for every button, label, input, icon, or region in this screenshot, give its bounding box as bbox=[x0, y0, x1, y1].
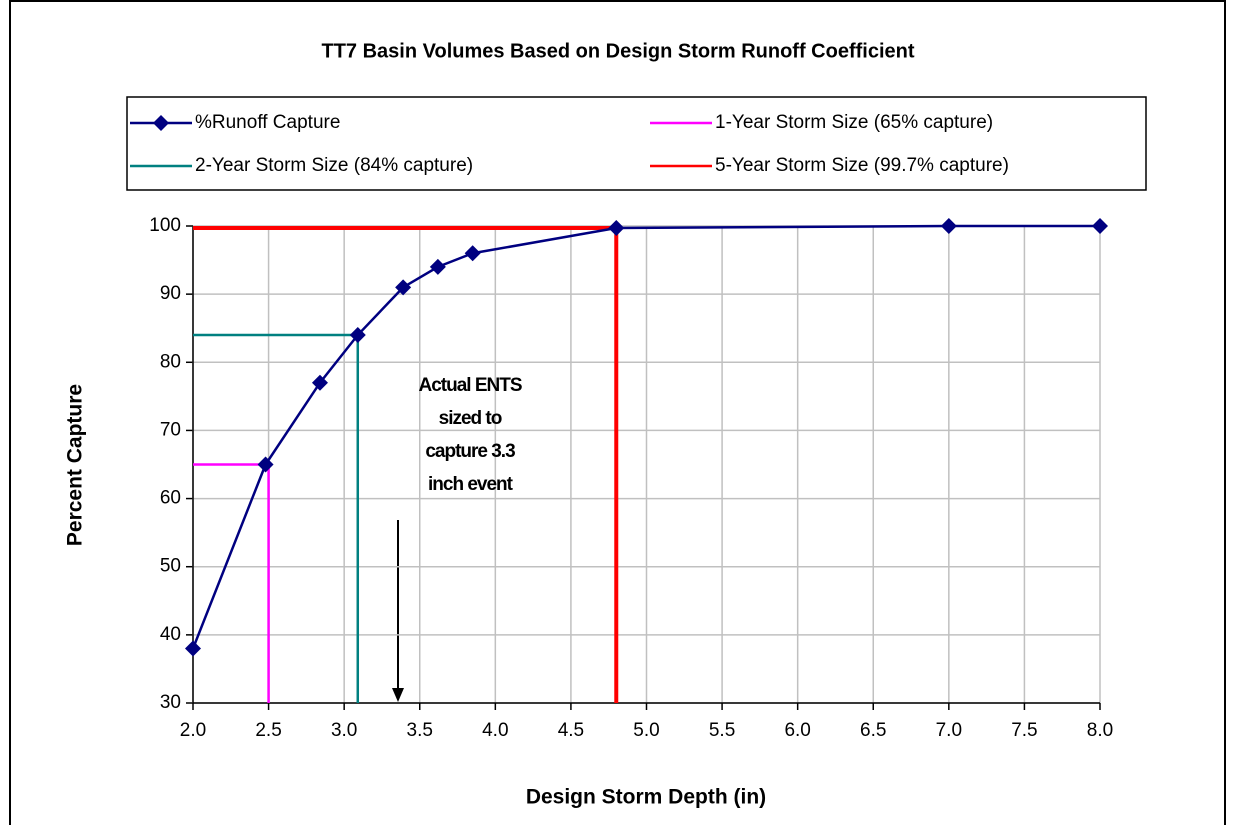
data-point bbox=[608, 220, 625, 237]
data-point bbox=[940, 218, 957, 234]
x-tick-label: 7.0 bbox=[936, 720, 962, 741]
y-tick-label: 70 bbox=[160, 419, 181, 440]
x-tick-label: 2.5 bbox=[255, 720, 281, 741]
x-tick-label: 3.0 bbox=[331, 720, 357, 741]
data-point bbox=[395, 279, 412, 296]
x-tick-label: 6.5 bbox=[860, 720, 886, 741]
y-tick-label: 40 bbox=[160, 624, 181, 645]
x-tick-label: 3.5 bbox=[407, 720, 433, 741]
x-tick-label: 4.5 bbox=[558, 720, 584, 741]
chart-border bbox=[9, 0, 1226, 825]
x-tick-label: 2.0 bbox=[180, 720, 206, 741]
y-tick-label: 90 bbox=[160, 283, 181, 304]
annotation: sized to bbox=[439, 408, 502, 429]
y-tick-label: 100 bbox=[149, 215, 181, 236]
data-point bbox=[429, 258, 446, 275]
series-line bbox=[191, 224, 1100, 649]
data-point bbox=[257, 456, 274, 473]
legend-marker bbox=[153, 115, 169, 131]
y-tick-label: 60 bbox=[160, 488, 181, 509]
data-point bbox=[1092, 218, 1108, 234]
x-tick-label: 4.0 bbox=[482, 720, 508, 741]
y-tick-label: 80 bbox=[160, 351, 181, 372]
legend-label: 1-Year Storm Size (65% capture) bbox=[715, 112, 993, 133]
legend-box bbox=[126, 96, 1147, 191]
annotation-arrowhead bbox=[392, 688, 404, 702]
annotation: inch event bbox=[428, 474, 514, 495]
series-line bbox=[193, 333, 360, 703]
x-axis-label: Design Storm Depth (in) bbox=[526, 786, 766, 809]
series-line bbox=[193, 463, 270, 703]
data-point bbox=[464, 245, 481, 262]
x-tick-label: 8.0 bbox=[1087, 720, 1113, 741]
data-point bbox=[185, 640, 201, 657]
legend-label: 5-Year Storm Size (99.7% capture) bbox=[715, 155, 1009, 176]
y-tick-label: 30 bbox=[160, 692, 181, 713]
y-axis-label: Percent Capture bbox=[64, 384, 87, 546]
x-tick-label: 7.5 bbox=[1011, 720, 1037, 741]
x-tick-label: 5.0 bbox=[633, 720, 659, 741]
y-tick-label: 50 bbox=[160, 556, 181, 577]
x-tick-label: 6.0 bbox=[784, 720, 810, 741]
legend-label: %Runoff Capture bbox=[195, 112, 340, 133]
data-point bbox=[311, 374, 328, 391]
annotation: capture 3.3 bbox=[425, 441, 515, 462]
chart-title: TT7 Basin Volumes Based on Design Storm … bbox=[321, 40, 914, 62]
data-point bbox=[349, 327, 366, 344]
legend-label: 2-Year Storm Size (84% capture) bbox=[195, 155, 473, 176]
x-tick-label: 5.5 bbox=[709, 720, 735, 741]
annotation: Actual ENTS bbox=[418, 375, 521, 396]
